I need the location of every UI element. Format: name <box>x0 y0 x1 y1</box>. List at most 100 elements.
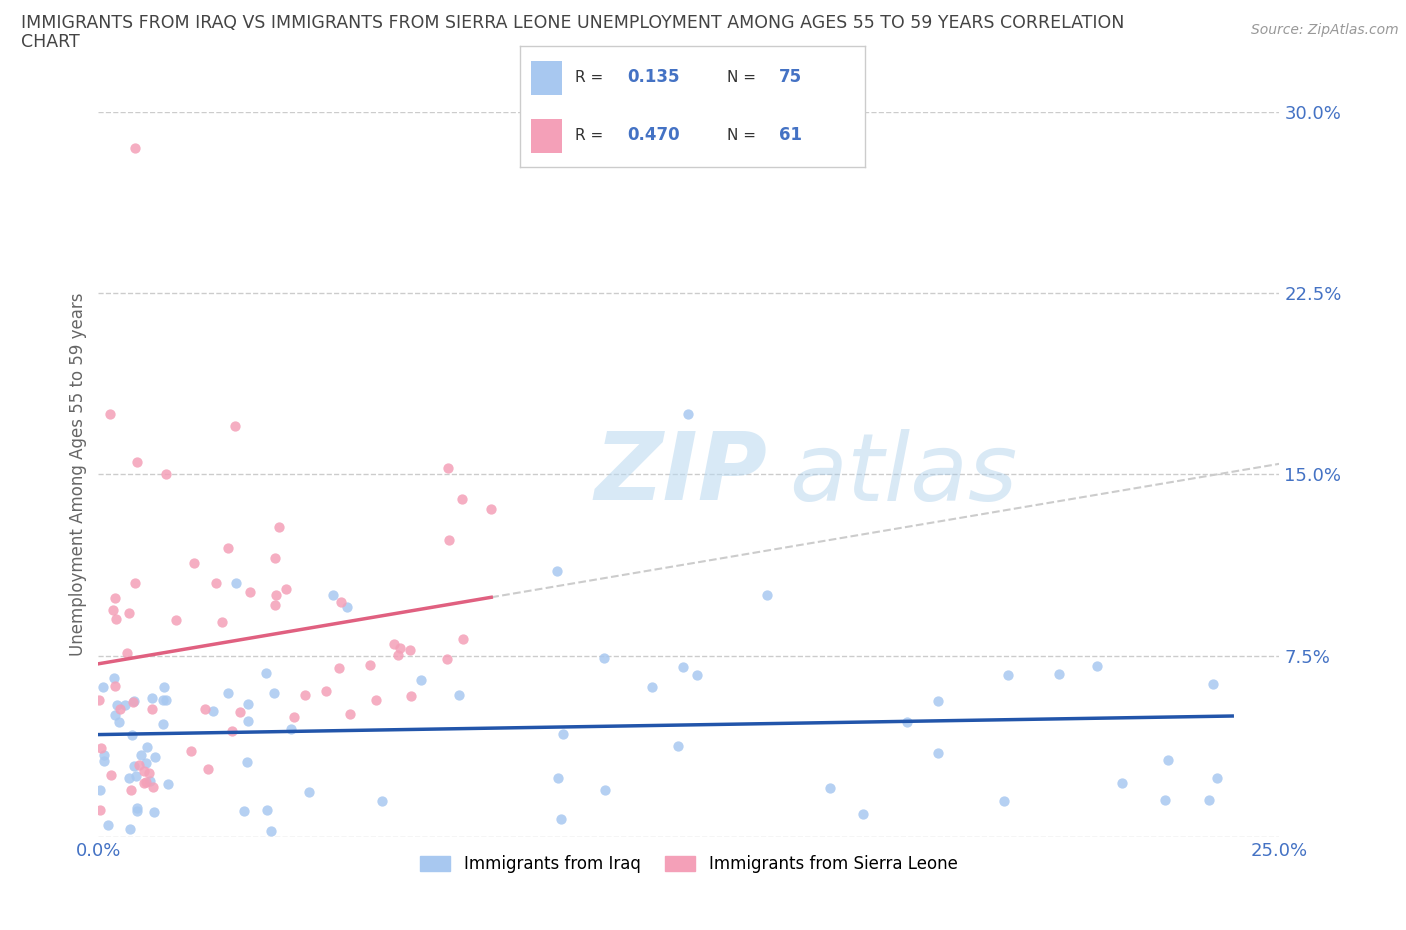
Text: atlas: atlas <box>789 429 1018 520</box>
Point <box>128 758 150 773</box>
Point <box>141 701 163 716</box>
Point <box>135 775 157 790</box>
Point <box>124 768 146 783</box>
Point <box>437 533 460 548</box>
Point <box>132 776 155 790</box>
Point <box>1206 771 1229 786</box>
Point <box>328 660 350 675</box>
Point <box>229 704 252 719</box>
Point <box>118 605 141 620</box>
Point <box>264 588 287 603</box>
Point <box>100 767 122 782</box>
Point <box>115 645 138 660</box>
Point <box>451 631 474 646</box>
Point <box>593 650 616 665</box>
Y-axis label: Unemployment Among Ages 55 to 59 years: Unemployment Among Ages 55 to 59 years <box>69 293 87 656</box>
Point <box>1111 776 1133 790</box>
Point <box>399 689 422 704</box>
FancyBboxPatch shape <box>530 119 561 153</box>
Point <box>201 703 224 718</box>
Point <box>1198 793 1220 808</box>
Point <box>194 702 217 717</box>
Text: 0.470: 0.470 <box>627 126 679 144</box>
Point <box>135 756 157 771</box>
Point <box>283 710 305 724</box>
Point <box>142 804 165 819</box>
Point <box>927 745 949 760</box>
Text: 0.135: 0.135 <box>627 68 679 86</box>
Point <box>108 702 131 717</box>
Point <box>852 807 875 822</box>
Point <box>138 765 160 780</box>
Point <box>152 692 174 707</box>
Point <box>124 140 146 155</box>
Point <box>264 597 287 612</box>
Point <box>1157 752 1180 767</box>
Point <box>127 455 149 470</box>
Text: IMMIGRANTS FROM IRAQ VS IMMIGRANTS FROM SIERRA LEONE UNEMPLOYMENT AMONG AGES 55 : IMMIGRANTS FROM IRAQ VS IMMIGRANTS FROM … <box>21 14 1125 32</box>
Point <box>153 680 176 695</box>
Point <box>387 648 409 663</box>
Point <box>263 685 285 700</box>
Point <box>152 716 174 731</box>
Point <box>104 679 127 694</box>
Point <box>550 811 572 826</box>
Point <box>89 783 111 798</box>
Point <box>155 467 177 482</box>
Point <box>121 727 143 742</box>
Point <box>91 679 114 694</box>
Point <box>89 803 111 817</box>
Point <box>217 685 239 700</box>
Point <box>315 684 337 698</box>
Point <box>263 551 285 565</box>
Point <box>371 793 394 808</box>
Point <box>105 611 128 626</box>
Point <box>479 501 502 516</box>
Point <box>93 753 115 768</box>
Point <box>236 754 259 769</box>
Point <box>818 781 841 796</box>
Point <box>280 722 302 737</box>
Point <box>364 692 387 707</box>
Point <box>993 794 1015 809</box>
Point <box>118 771 141 786</box>
Point <box>294 687 316 702</box>
Point <box>330 594 353 609</box>
Point <box>211 615 233 630</box>
Point <box>1087 658 1109 673</box>
Point <box>104 591 127 605</box>
Point <box>553 726 575 741</box>
Point <box>260 824 283 839</box>
Point <box>382 637 405 652</box>
Point <box>436 652 458 667</box>
Point <box>180 743 202 758</box>
Point <box>225 576 247 591</box>
Point <box>122 758 145 773</box>
Legend: Immigrants from Iraq, Immigrants from Sierra Leone: Immigrants from Iraq, Immigrants from Si… <box>413 848 965 880</box>
Text: N =: N = <box>727 127 756 143</box>
Point <box>108 715 131 730</box>
Text: R =: R = <box>575 70 603 85</box>
Point <box>359 658 381 672</box>
Point <box>756 588 779 603</box>
Point <box>221 724 243 738</box>
Point <box>298 785 321 800</box>
Point <box>134 764 156 778</box>
Point <box>399 643 422 658</box>
FancyBboxPatch shape <box>530 61 561 95</box>
Text: N =: N = <box>727 70 756 85</box>
Point <box>103 671 125 685</box>
Point <box>436 460 458 475</box>
Point <box>155 693 177 708</box>
Point <box>156 777 179 791</box>
Point <box>447 687 470 702</box>
Point <box>129 748 152 763</box>
Point <box>125 801 148 816</box>
Point <box>104 708 127 723</box>
Point <box>666 738 689 753</box>
Text: R =: R = <box>575 127 603 143</box>
Point <box>388 640 411 655</box>
Point <box>145 750 167 764</box>
Point <box>238 697 260 711</box>
Point <box>122 694 145 709</box>
